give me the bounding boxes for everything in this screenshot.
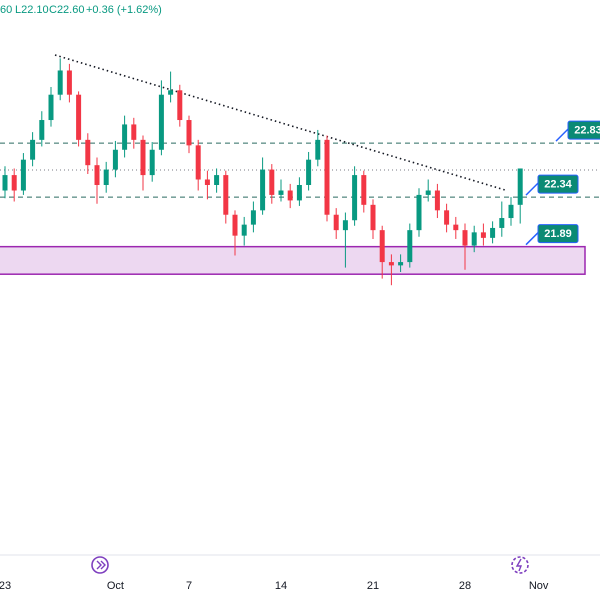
candle-body bbox=[471, 232, 477, 246]
candle-body bbox=[186, 120, 192, 146]
candle-body bbox=[434, 190, 440, 211]
x-tick-label: 28 bbox=[459, 580, 471, 592]
candle-body bbox=[76, 94, 82, 140]
header-value: L22.10 bbox=[15, 4, 49, 16]
x-tick-label: 7 bbox=[186, 580, 192, 592]
candle-body bbox=[140, 139, 146, 176]
candle-body bbox=[223, 175, 229, 215]
trend-line bbox=[54, 54, 506, 191]
x-tick-label: 23 bbox=[0, 580, 11, 592]
candle-body bbox=[94, 165, 100, 185]
candle-body bbox=[39, 120, 45, 140]
icon-circle bbox=[511, 556, 529, 574]
x-tick-label: 14 bbox=[275, 580, 287, 592]
candle-body bbox=[85, 139, 91, 166]
candle-body bbox=[269, 169, 275, 195]
candle-body bbox=[250, 210, 256, 225]
ohlc-header: 60 L22.10 C22.60 +0.36 (+1.62%) bbox=[0, 4, 162, 16]
candle-body bbox=[177, 90, 183, 121]
candle-body bbox=[416, 194, 422, 231]
candle-body bbox=[517, 168, 523, 205]
callout-arrow bbox=[555, 128, 569, 142]
candle-body bbox=[370, 204, 376, 231]
callout-label: 22.34 bbox=[544, 179, 572, 191]
event-icon[interactable] bbox=[511, 556, 529, 574]
candle-body bbox=[480, 232, 486, 238]
candle-body bbox=[499, 218, 505, 228]
candle-body bbox=[296, 185, 302, 201]
header-value: 60 bbox=[0, 4, 12, 16]
icon-circle bbox=[91, 556, 109, 574]
candle-body bbox=[158, 94, 164, 150]
candles bbox=[2, 58, 523, 286]
candle-body bbox=[103, 169, 109, 185]
candle-body bbox=[462, 230, 468, 246]
candle-body bbox=[30, 139, 36, 160]
candle-body bbox=[398, 262, 404, 266]
candle-body bbox=[20, 159, 26, 191]
candle-body bbox=[11, 175, 17, 191]
support-zone bbox=[0, 245, 586, 275]
candle-body bbox=[379, 230, 385, 263]
candle-body bbox=[333, 214, 339, 231]
callout-arrow bbox=[525, 182, 539, 196]
candle-body bbox=[407, 230, 413, 263]
callout-box bbox=[537, 224, 579, 244]
candle-body bbox=[342, 220, 348, 231]
callout-label: 22.83 bbox=[574, 125, 600, 137]
candle-body bbox=[214, 175, 220, 185]
icon-glyph bbox=[96, 560, 106, 570]
x-tick-label: Oct bbox=[107, 580, 124, 592]
x-tick-label: Nov bbox=[529, 580, 549, 592]
candle-body bbox=[508, 204, 514, 219]
candle-body bbox=[149, 149, 155, 176]
candle-body bbox=[361, 175, 367, 205]
candle-body bbox=[195, 145, 201, 180]
candle-body bbox=[352, 175, 358, 221]
replay-icon[interactable] bbox=[91, 556, 109, 574]
callout-label: 21.89 bbox=[544, 228, 572, 240]
candle-body bbox=[278, 190, 284, 195]
candle-body bbox=[425, 190, 431, 195]
candle-body bbox=[388, 262, 394, 266]
header-value: +0.36 (+1.62%) bbox=[86, 4, 162, 16]
icon-glyph bbox=[515, 558, 523, 572]
candle-body bbox=[66, 70, 72, 95]
candle-body bbox=[122, 124, 128, 150]
candle-body bbox=[168, 90, 174, 95]
candle-body bbox=[112, 149, 118, 170]
callout-box bbox=[537, 174, 579, 194]
candle-body bbox=[2, 175, 8, 191]
candle-body bbox=[48, 94, 54, 121]
candle-body bbox=[444, 210, 450, 225]
candle-body bbox=[490, 227, 496, 238]
candle-body bbox=[315, 139, 321, 160]
candle-body bbox=[260, 169, 266, 211]
candle-body bbox=[241, 224, 247, 236]
candle-body bbox=[131, 124, 137, 140]
candle-body bbox=[204, 179, 210, 185]
candle-body bbox=[287, 190, 293, 201]
candle-body bbox=[232, 214, 238, 236]
candle-body bbox=[57, 70, 63, 95]
callout-arrow bbox=[525, 232, 539, 246]
candle-body bbox=[453, 224, 459, 231]
candle-body bbox=[324, 139, 330, 215]
x-tick-label: 21 bbox=[367, 580, 379, 592]
header-value: C22.60 bbox=[49, 4, 84, 16]
candle-body bbox=[306, 159, 312, 185]
callout-box bbox=[567, 120, 600, 140]
